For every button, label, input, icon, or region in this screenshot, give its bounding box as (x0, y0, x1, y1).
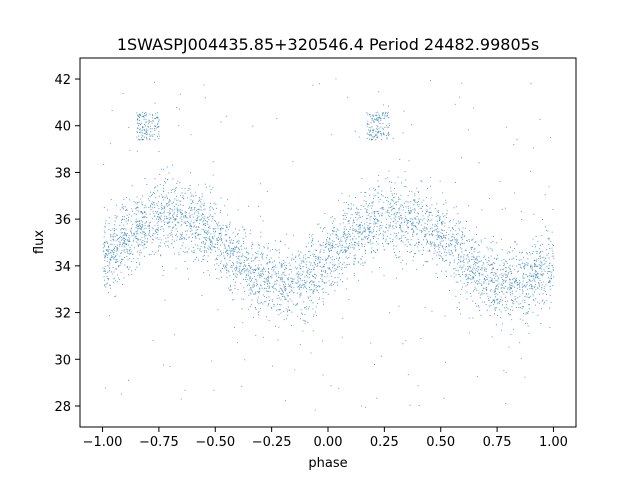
chart-title: 1SWASPJ004435.85+320546.4 Period 24482.9… (117, 35, 539, 54)
x-tick-label: 1.00 (539, 435, 568, 450)
x-tick-label: −0.75 (139, 435, 179, 450)
y-tick-label: 42 (54, 73, 71, 88)
y-axis: 28 30 32 34 36 38 40 42 (54, 73, 80, 415)
y-tick-label: 32 (54, 307, 71, 322)
y-axis-label: flux (32, 230, 47, 254)
x-tick-label: −0.50 (195, 435, 235, 450)
y-tick-label: 34 (54, 260, 71, 275)
x-tick-label: −1.00 (83, 435, 123, 450)
y-tick-label: 36 (54, 213, 71, 228)
y-tick-label: 28 (54, 400, 71, 415)
x-tick-label: 0.25 (370, 435, 399, 450)
data-points (102, 78, 555, 411)
x-axis: −1.00 −0.75 −0.50 −0.25 0.00 0.25 0.50 0.75 1.00 (83, 427, 568, 450)
y-tick-label: 40 (54, 120, 71, 135)
x-tick-label: 0.50 (426, 435, 455, 450)
scatter-points (102, 78, 555, 411)
x-axis-label: phase (308, 456, 347, 471)
y-tick-label: 30 (54, 353, 71, 368)
x-tick-label: −0.25 (252, 435, 292, 450)
y-tick-label: 38 (54, 166, 71, 181)
x-tick-label: 0.75 (483, 435, 512, 450)
x-tick-label: 0.00 (314, 435, 343, 450)
